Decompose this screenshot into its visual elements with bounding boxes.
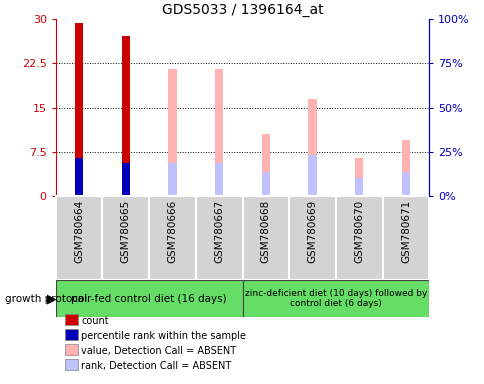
Bar (354, 157, 363, 196)
Bar (261, 172, 270, 196)
Bar (56, 280, 242, 317)
Text: GSM780667: GSM780667 (214, 200, 224, 263)
Text: percentile rank within the sample: percentile rank within the sample (81, 331, 246, 341)
Bar (242, 280, 428, 317)
Text: GSM780671: GSM780671 (400, 200, 410, 263)
Bar (288, 196, 335, 280)
Bar (102, 196, 149, 280)
Bar (149, 196, 196, 280)
Bar (214, 69, 223, 196)
Bar (308, 99, 316, 196)
Bar (308, 155, 316, 196)
Bar (401, 172, 409, 196)
Title: GDS5033 / 1396164_at: GDS5033 / 1396164_at (161, 3, 323, 17)
Text: pair-fed control diet (16 days): pair-fed control diet (16 days) (71, 293, 227, 304)
Text: growth protocol: growth protocol (5, 293, 87, 304)
Bar (401, 140, 409, 196)
Bar (242, 196, 288, 280)
Bar (75, 157, 83, 196)
Text: value, Detection Call = ABSENT: value, Detection Call = ABSENT (81, 346, 236, 356)
Text: GSM780670: GSM780670 (353, 200, 363, 263)
Bar (382, 196, 428, 280)
Text: count: count (81, 316, 109, 326)
Bar (168, 164, 176, 196)
Bar (335, 196, 382, 280)
Bar (121, 36, 130, 196)
Bar (168, 69, 176, 196)
Text: GSM780666: GSM780666 (167, 200, 177, 263)
Bar (261, 134, 270, 196)
Text: ▶: ▶ (47, 292, 57, 305)
Bar (196, 196, 242, 280)
Bar (214, 164, 223, 196)
Text: GSM780664: GSM780664 (74, 200, 84, 263)
Bar (121, 164, 130, 196)
Bar (354, 178, 363, 196)
Text: GSM780668: GSM780668 (260, 200, 270, 263)
Bar (75, 23, 83, 196)
Text: GSM780669: GSM780669 (307, 200, 317, 263)
Text: zinc-deficient diet (10 days) followed by
control diet (6 days): zinc-deficient diet (10 days) followed b… (244, 289, 426, 308)
Text: GSM780665: GSM780665 (121, 200, 131, 263)
Bar (56, 196, 102, 280)
Text: rank, Detection Call = ABSENT: rank, Detection Call = ABSENT (81, 361, 231, 371)
